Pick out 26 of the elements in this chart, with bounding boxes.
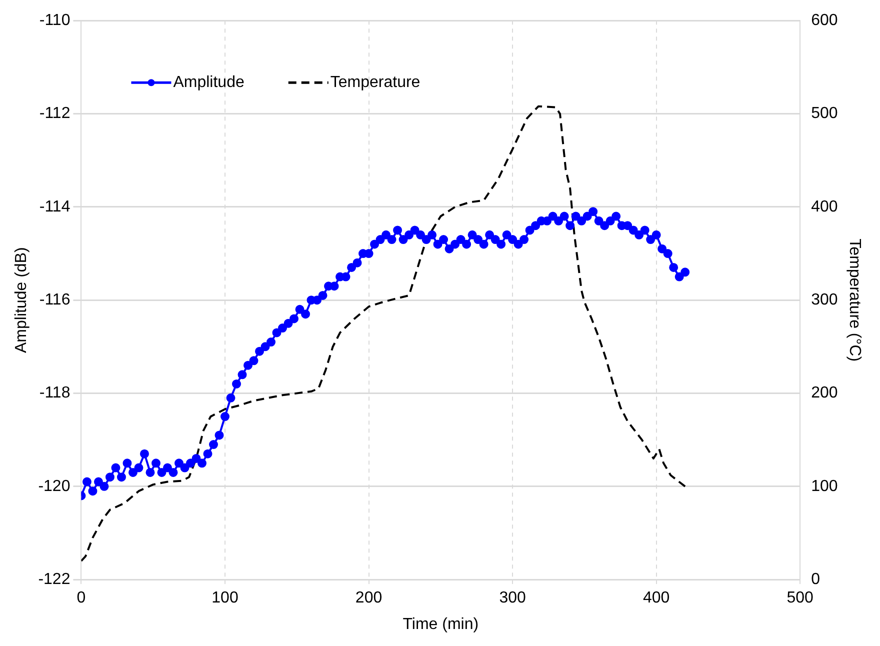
- y-tick-label: -116: [39, 292, 70, 309]
- x-axis-title: Time (min): [402, 616, 479, 633]
- y2-axis-title: Temperature (°C): [846, 238, 863, 362]
- y2-tick-label: 100: [811, 478, 838, 495]
- y2-tick-label: 500: [811, 105, 838, 122]
- y-tick-label: -114: [39, 198, 70, 216]
- legend-label: Amplitude: [173, 74, 244, 92]
- y-tick-label: -112: [39, 105, 70, 122]
- y-tick-label: -122: [38, 571, 70, 588]
- x-tick-label: 100: [212, 590, 238, 607]
- x-tick-label: 200: [355, 590, 382, 607]
- legend-label: Temperature: [330, 74, 420, 92]
- y-tick-label: -118: [39, 384, 70, 402]
- y2-tick-label: 200: [811, 384, 838, 402]
- line-series: [81, 105, 686, 562]
- y2-tick-label: 300: [811, 292, 838, 309]
- x-tick-label: 300: [499, 590, 526, 607]
- y2-tick-label: 0: [811, 571, 820, 588]
- y-tick-label: -110: [39, 12, 70, 30]
- x-tick-label: 500: [786, 590, 814, 607]
- x-tick-label: 0: [76, 590, 86, 607]
- y-axis-title: Amplitude (dB): [13, 247, 30, 354]
- y2-tick-label: 600: [811, 12, 838, 30]
- x-tick-label: 400: [642, 590, 670, 607]
- y-tick-label: -120: [38, 478, 70, 495]
- y2-tick-label: 400: [811, 198, 838, 216]
